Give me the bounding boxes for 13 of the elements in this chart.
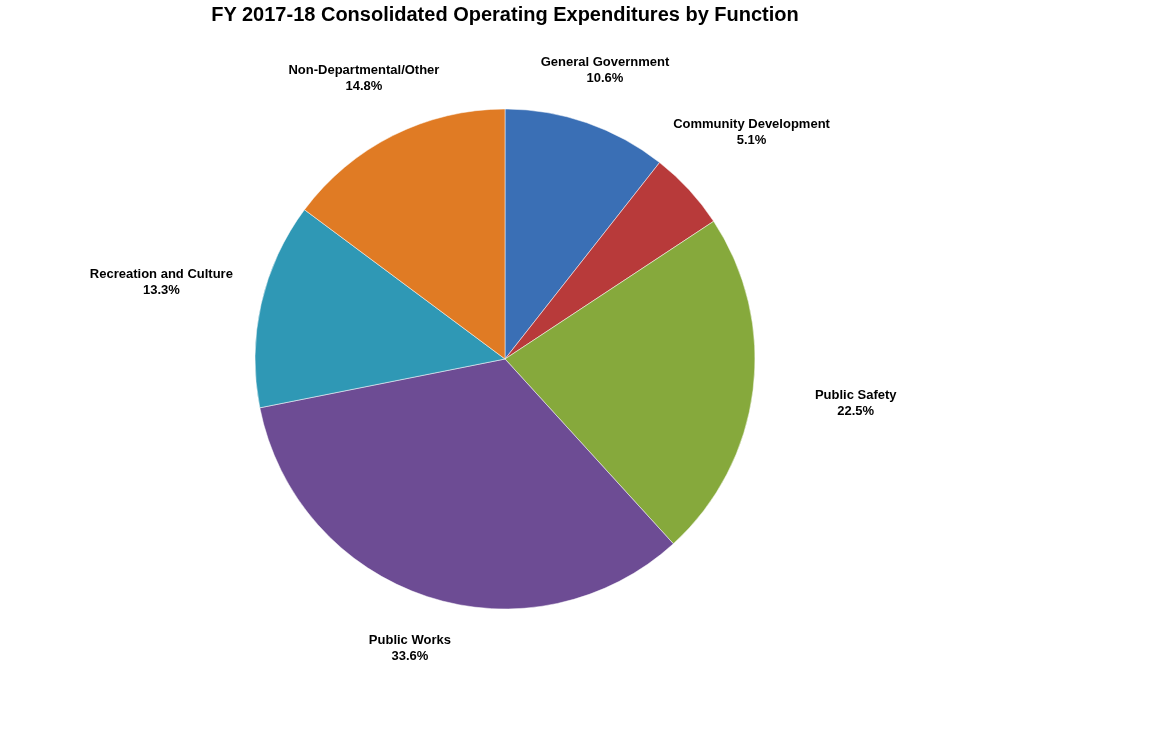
data-label: 5.1%: [736, 132, 767, 148]
chart-title: FY 2017-18 Consolidated Operating Expenditures by Function: [211, 3, 799, 25]
data-label: 10.6%: [586, 70, 624, 86]
data-label: 33.6%: [391, 648, 429, 664]
slice-label: Community Development: [673, 116, 831, 132]
slice-label: Recreation and Culture: [89, 265, 233, 281]
slice-label: Public Works: [368, 632, 451, 648]
data-label: 22.5%: [837, 402, 875, 418]
data-label: 14.8%: [345, 78, 383, 94]
data-label: 13.3%: [142, 281, 181, 297]
slice-label: General Government: [540, 54, 670, 70]
slice-label: Non-Departmental/Other: [288, 62, 440, 78]
slice-label: Public Safety: [814, 386, 898, 402]
